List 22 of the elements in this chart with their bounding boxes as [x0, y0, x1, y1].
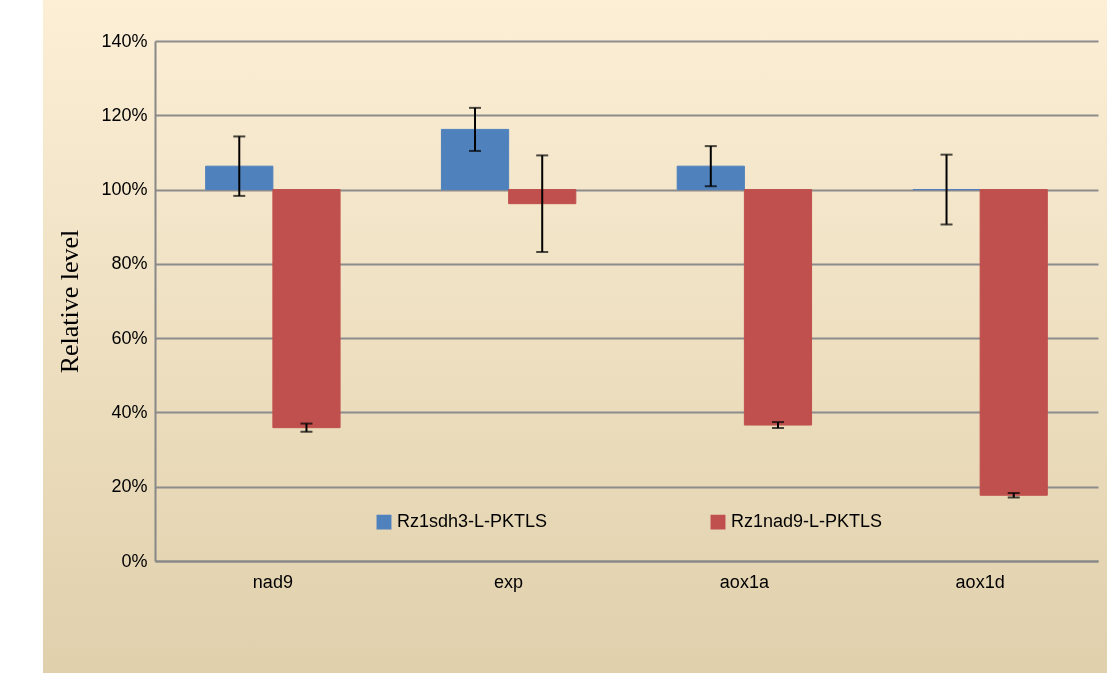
bar	[508, 189, 577, 205]
y-tick-label: 120%	[101, 104, 148, 125]
y-tick-label: 80%	[111, 253, 148, 274]
bar	[272, 189, 341, 429]
x-tick-label: aox1d	[955, 571, 1005, 592]
y-tick-label: 100%	[101, 179, 148, 200]
y-tick-label: 20%	[111, 476, 148, 497]
legend-label: Rz1nad9-L-PKTLS	[731, 511, 883, 532]
y-tick-label: 0%	[121, 550, 148, 571]
bar	[205, 165, 274, 191]
legend-label: Rz1sdh3-L-PKTLS	[397, 511, 548, 532]
y-tick-label: 60%	[111, 327, 148, 348]
x-tick-label: aox1a	[719, 571, 770, 592]
x-tick-label: exp	[494, 571, 524, 592]
y-axis-title: Relative level	[55, 229, 85, 374]
bar	[440, 128, 510, 191]
y-tick-label: 140%	[101, 30, 148, 51]
bar	[979, 189, 1048, 496]
x-tick-label: nad9	[252, 571, 293, 592]
bar	[743, 189, 813, 426]
y-tick-label: 40%	[111, 401, 148, 422]
bar	[676, 165, 745, 191]
